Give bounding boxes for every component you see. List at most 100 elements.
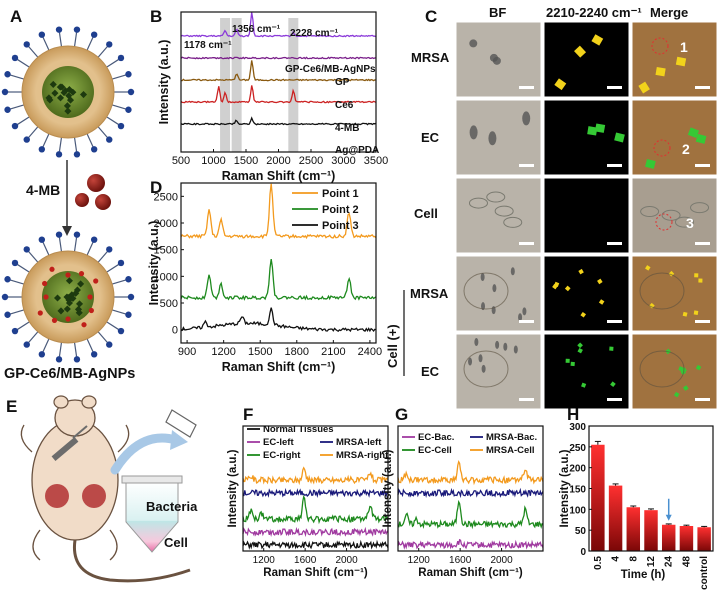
construct-label: GP-Ce6/MB-AgNPs — [4, 366, 135, 382]
x-axis-label: Raman Shift (cm⁻¹) — [222, 169, 336, 183]
plot-frame — [397, 425, 544, 552]
ligand-chain — [58, 137, 63, 152]
cell-outline — [503, 216, 523, 228]
raman-signal — [565, 358, 570, 363]
bacterium — [480, 273, 485, 282]
ce6-molecule — [79, 91, 88, 99]
x-tick-label: 1200 — [211, 346, 235, 358]
ligand-head — [1, 293, 9, 301]
ligand-head — [23, 341, 30, 348]
ligand-head — [4, 106, 11, 113]
ligand-head — [73, 26, 81, 33]
bacterium — [495, 340, 500, 349]
x-tick-label: 0.5 — [593, 556, 604, 570]
raman-signal — [609, 346, 614, 351]
ligand-head — [38, 31, 46, 38]
panel-letter-d: D — [150, 178, 162, 197]
x-axis-label: Raman Shift (cm⁻¹) — [418, 567, 523, 579]
ligand-chain — [111, 309, 126, 315]
x-tick-label: 2000 — [266, 155, 290, 167]
transfer-arrowhead — [170, 430, 188, 450]
raman-signal — [693, 310, 699, 315]
highlight-band — [288, 18, 299, 152]
mb-dot — [81, 322, 87, 328]
series-line-mrsa-cell — [397, 459, 544, 486]
cell-outline — [468, 197, 488, 209]
mb-dot — [65, 272, 71, 278]
ligand-chain — [97, 126, 108, 138]
scale-bar — [519, 398, 534, 401]
x-tick-label: 1500 — [234, 155, 258, 167]
panel-letter-h: H — [567, 405, 579, 424]
x-tick-label: 1500 — [248, 346, 272, 358]
scale-bar — [695, 320, 710, 323]
y-tick-label: 100 — [569, 505, 586, 516]
y-tick-label: 150 — [569, 485, 586, 496]
ligand-head — [106, 41, 113, 48]
highlight-band — [220, 18, 231, 152]
ce6-molecule — [63, 293, 71, 301]
row-label-mrsa-cell: MRSA — [410, 286, 449, 301]
ce6-molecule — [74, 305, 83, 313]
ligand-chain — [111, 74, 126, 80]
bacterium — [522, 307, 527, 316]
ligand-head — [106, 136, 113, 143]
raman-signal — [577, 347, 583, 354]
bacterium — [478, 354, 483, 363]
series-line-gp — [180, 56, 377, 60]
ligand-head — [90, 146, 98, 153]
legend-label: EC-Cell — [418, 445, 452, 456]
ligand-head — [55, 26, 63, 33]
ligand-head — [125, 71, 132, 78]
series-line-ec-right — [242, 494, 389, 525]
ligand-chain — [17, 321, 30, 330]
group-label-cell-plus: Cell (+) — [385, 324, 400, 368]
y-axis-label: Intensity (a.u.) — [382, 449, 394, 527]
scale-bar — [607, 86, 622, 89]
ce6-molecule — [53, 294, 62, 302]
highlight-band — [231, 18, 242, 152]
annotation-2228: 2228 cm⁻¹ — [290, 28, 339, 39]
x-tick-label: 2400 — [358, 346, 382, 358]
ligand-head — [11, 122, 19, 130]
ligand-head — [90, 31, 98, 38]
ligand-chain — [42, 338, 50, 352]
ligand-chain — [97, 251, 108, 263]
legend-label: EC-left — [263, 437, 294, 448]
series-line-point-1 — [180, 183, 377, 240]
ligand-chain — [111, 279, 126, 285]
y-tick-label: 300 — [569, 422, 586, 433]
series-label: GP — [335, 77, 350, 88]
x-tick-label: 1200 — [408, 555, 431, 566]
x-tick-label: 1600 — [449, 555, 472, 566]
silver-ion-1 — [87, 174, 105, 192]
silver-ion-3 — [95, 194, 111, 210]
ligand-head — [55, 356, 63, 363]
ligand-chain — [106, 116, 119, 125]
ligand-head — [4, 311, 11, 318]
host-cell — [639, 272, 685, 310]
ligand-chain — [17, 264, 30, 273]
ligand-chain — [73, 32, 78, 47]
series-line-4-mb — [180, 85, 377, 104]
ligand-chain — [17, 116, 30, 125]
mb-dot — [65, 316, 71, 322]
mb-dot — [42, 280, 48, 287]
scale-bar — [607, 242, 622, 245]
ligand-head — [117, 54, 125, 62]
ligand-head — [11, 327, 19, 335]
ligand-chain — [106, 59, 119, 68]
series-label: 4-MB — [335, 123, 359, 134]
ligand-head — [106, 341, 113, 348]
y-tick-label: 1500 — [154, 245, 178, 257]
ligand-chain — [58, 342, 63, 357]
mb-dot — [78, 271, 85, 277]
ce6-molecule — [65, 277, 73, 285]
series-line-ag-pda — [180, 116, 377, 126]
bar-8 — [626, 507, 641, 551]
ligand-head — [4, 276, 11, 283]
scale-bar — [519, 164, 534, 167]
bacterium — [468, 357, 473, 366]
x-tick-label: 2100 — [321, 346, 345, 358]
raman-signal — [675, 56, 687, 67]
